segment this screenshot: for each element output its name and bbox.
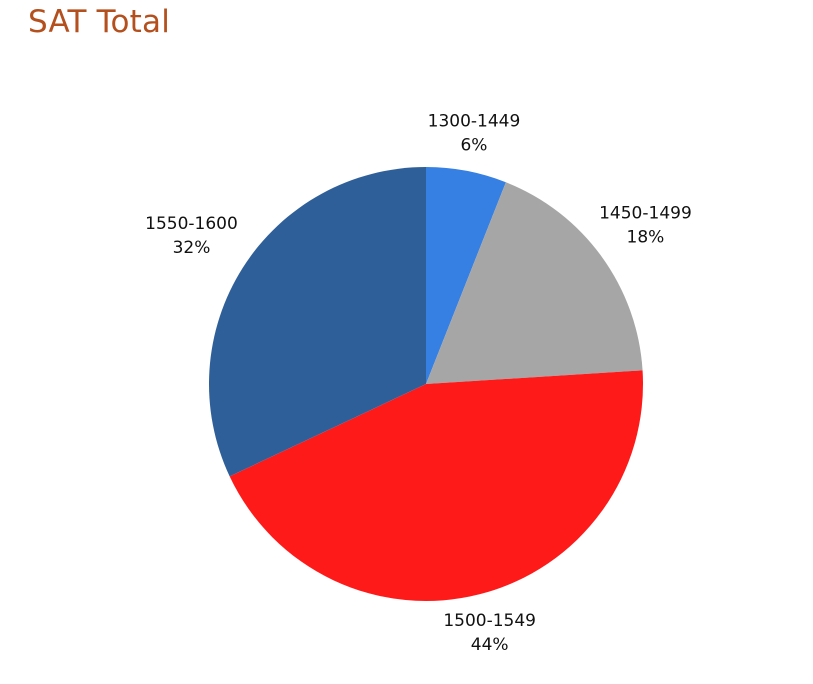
slice-category-label: 1500-1549	[443, 611, 536, 631]
pie-labels: 1300-1449 6% 1450-1499 18% 1500-1549 44% 1550-…	[145, 111, 692, 655]
pie-slice-1300-1449	[426, 167, 506, 384]
slice-value-label: 44%	[471, 635, 509, 655]
slice-category-label: 1300-1449	[428, 111, 521, 131]
chart-title: SAT Total	[28, 4, 171, 40]
slice-category-label: 1450-1499	[599, 204, 692, 224]
slice-value-label: 6%	[460, 135, 487, 155]
pie-slice-1550-1600	[208, 166, 426, 477]
pie-slices	[208, 166, 643, 601]
slice-value-label: 32%	[173, 238, 211, 258]
pie-slice-1500-1549	[229, 370, 643, 601]
slice-value-label: 18%	[627, 228, 665, 248]
pie-slice-1450-1499	[426, 182, 643, 384]
slice-category-label: 1550-1600	[145, 214, 238, 234]
